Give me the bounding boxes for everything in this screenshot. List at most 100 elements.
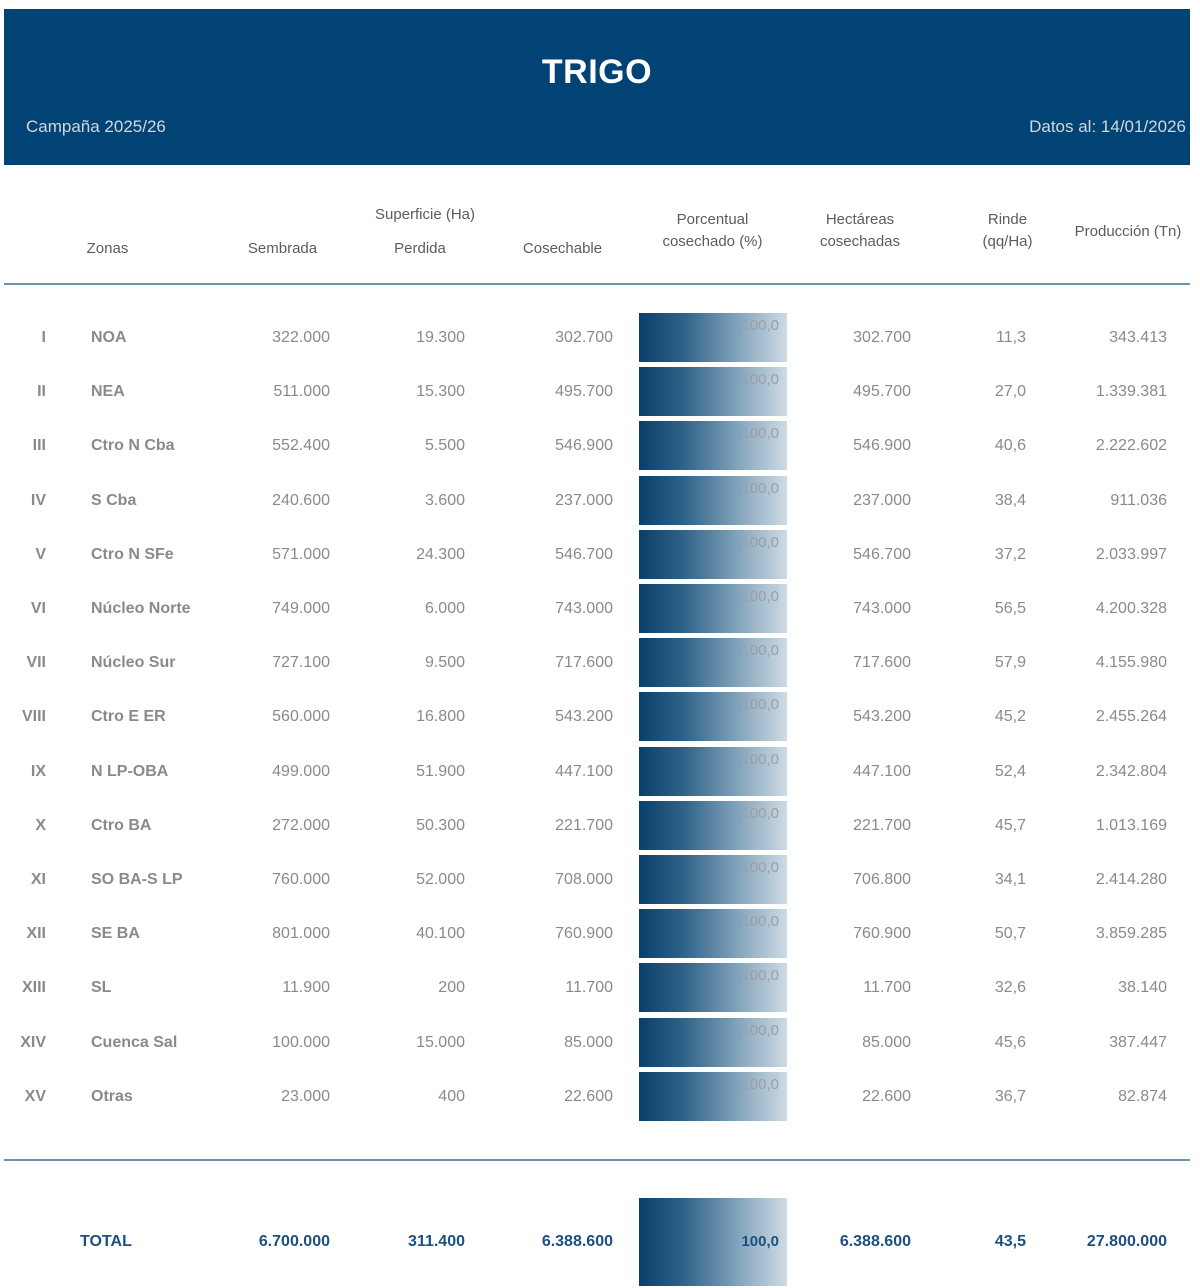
cosechable-value: 543.200: [555, 708, 613, 726]
percent-harvested-bar: 100,0: [639, 1017, 787, 1067]
rinde-value: 57,9: [994, 654, 1026, 672]
table-row: I NOA 322.000 19.300 302.700 100,0 302.700 11,3…: [0, 311, 1200, 365]
produccion-value: 3.859.285: [1095, 925, 1167, 943]
col-hectareas: Hectáreas cosechadas: [819, 211, 901, 250]
cosechable-value: 743.000: [555, 600, 613, 617]
hectareas-value: 85.000: [862, 1033, 911, 1051]
zone-name: SO BA-S LP: [91, 871, 183, 888]
sembrada-value: 23.000: [281, 1087, 330, 1105]
perdida-value: 15.000: [416, 1033, 465, 1051]
produccion-value: 2.033.997: [1095, 545, 1167, 563]
percent-harvested-bar: 100,0: [639, 313, 787, 362]
hectareas-value: 237.000: [853, 491, 911, 509]
zone-number: X: [35, 816, 46, 834]
sembrada-value: 571.000: [272, 545, 330, 563]
sembrada-value: 560.000: [272, 708, 330, 726]
rinde-value: 38,4: [994, 491, 1026, 509]
zone-number: XI: [30, 871, 46, 888]
zone-number: XIII: [21, 979, 46, 997]
zone-number: IV: [30, 491, 46, 509]
percent-harvested-bar: 100,0: [639, 963, 787, 1013]
hectareas-value: 717.600: [853, 654, 911, 672]
col-porcentual: Porcentual cosechado (%): [662, 211, 763, 250]
perdida-value: 400: [438, 1087, 465, 1105]
cosechable-value: 221.700: [555, 816, 613, 834]
col-group-superficie: Superficie (Ha): [374, 206, 476, 223]
sembrada-value: 499.000: [272, 762, 330, 780]
cosechable-value: 11.700: [565, 979, 613, 997]
sembrada-value: 240.600: [272, 491, 330, 509]
zone-number: II: [37, 383, 46, 401]
cosechable-value: 85.000: [564, 1033, 613, 1051]
col-produccion: Producción (Tn): [1074, 223, 1182, 240]
zone-number: XII: [26, 925, 46, 943]
hectareas-value: 22.600: [862, 1087, 911, 1105]
rinde-value: 36,7: [994, 1087, 1026, 1105]
hectareas-value: 543.200: [853, 708, 911, 726]
zone-number: XV: [24, 1087, 46, 1105]
perdida-value: 5.500: [424, 437, 465, 455]
perdida-value: 200: [438, 979, 465, 997]
sembrada-value: 749.000: [272, 600, 330, 617]
col-perdida: Perdida: [394, 240, 446, 257]
cosechable-value: 546.700: [555, 545, 613, 563]
produccion-value: 1.339.381: [1095, 383, 1167, 401]
hectareas-value: 11.700: [863, 979, 911, 997]
perdida-value: 40.100: [416, 925, 465, 943]
rinde-value: 27,0: [994, 383, 1026, 401]
rinde-value: 34,1: [994, 871, 1026, 888]
perdida-value: 24.300: [416, 545, 465, 563]
produccion-value: 911.036: [1110, 491, 1167, 509]
cosechable-value: 447.100: [555, 762, 613, 780]
table-row: VII Núcleo Sur 727.100 9.500 717.600 100,0 717…: [0, 636, 1200, 690]
table-row: VI Núcleo Norte 749.000 6.000 743.000 100,0 74…: [0, 582, 1200, 636]
zone-name: N LP-OBA: [91, 762, 169, 780]
total-cosechable: 6.388.600: [541, 1233, 613, 1250]
zone-number: VIII: [21, 708, 46, 726]
rinde-value: 56,5: [994, 600, 1026, 617]
produccion-value: 82.874: [1118, 1087, 1167, 1105]
cosechable-value: 708.000: [555, 871, 613, 888]
total-row: TOTAL 6.700.000 311.400 6.388.600 100,0 …: [0, 1198, 1200, 1286]
zone-name: Otras: [91, 1087, 133, 1105]
produccion-value: 2.455.264: [1095, 708, 1167, 726]
sembrada-value: 801.000: [272, 925, 330, 943]
table-row: V Ctro N SFe 571.000 24.300 546.700 100,0 546.…: [0, 528, 1200, 582]
produccion-value: 4.200.328: [1095, 600, 1167, 617]
zone-number: XIV: [20, 1033, 46, 1051]
hectareas-value: 221.700: [853, 816, 911, 834]
table-row: III Ctro N Cba 552.400 5.500 546.900 100,0 546…: [0, 419, 1200, 473]
hectareas-value: 546.700: [853, 545, 911, 563]
total-label: TOTAL: [80, 1233, 132, 1250]
cosechable-value: 717.600: [555, 654, 613, 672]
percent-harvested-bar: 100,0: [639, 909, 787, 959]
sembrada-value: 322.000: [272, 329, 330, 346]
rinde-value: 37,2: [994, 545, 1026, 563]
zone-number: I: [41, 329, 46, 346]
sembrada-value: 760.000: [272, 871, 330, 888]
percent-harvested-bar: 100,0: [639, 475, 787, 525]
col-zonas: Zonas: [86, 240, 129, 257]
zone-number: VII: [26, 654, 46, 672]
total-rinde: 43,5: [994, 1233, 1026, 1250]
zone-name: SE BA: [91, 925, 140, 943]
hectareas-value: 495.700: [853, 383, 911, 401]
total-sembrada: 6.700.000: [258, 1233, 330, 1250]
cosechable-value: 495.700: [555, 383, 613, 401]
perdida-value: 9.500: [424, 654, 465, 672]
rinde-value: 45,7: [994, 816, 1026, 834]
perdida-value: 52.000: [416, 871, 465, 888]
produccion-value: 2.342.804: [1095, 762, 1167, 780]
total-divider: [4, 1159, 1190, 1161]
total-produccion: 27.800.000: [1086, 1233, 1167, 1250]
table-row: IX N LP-OBA 499.000 51.900 447.100 100,0 447.1…: [0, 745, 1200, 799]
zone-name: NEA: [91, 383, 125, 401]
percent-harvested-bar: 100,0: [639, 692, 787, 742]
col-sembrada: Sembrada: [247, 240, 318, 257]
zone-name: Ctro N SFe: [91, 545, 174, 563]
page-title: TRIGO: [541, 53, 653, 91]
col-cosechable: Cosechable: [522, 240, 603, 257]
percent-harvested-bar: 100,0: [639, 638, 787, 688]
cosechable-value: 302.700: [555, 329, 613, 346]
produccion-value: 343.413: [1109, 329, 1167, 346]
